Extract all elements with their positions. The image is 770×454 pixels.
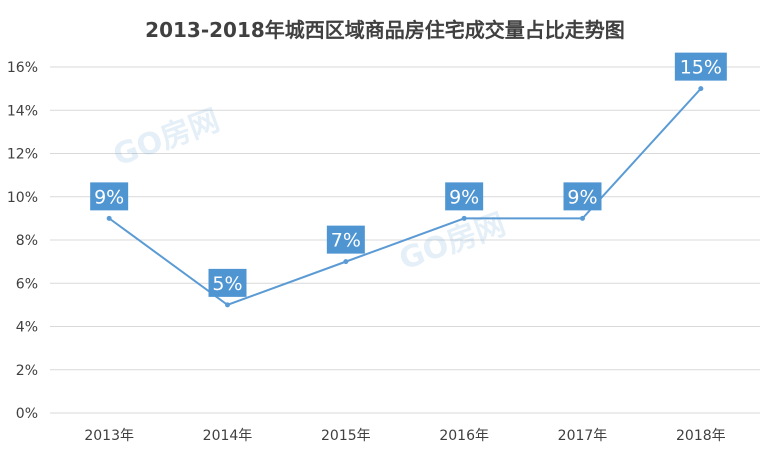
x-tick-label: 2014年 [203,428,253,444]
y-tick-label: 10% [7,190,38,206]
y-tick-label: 6% [16,276,38,292]
x-tick-label: 2016年 [439,428,489,444]
series-layer [106,86,704,308]
series-line [108,87,702,306]
x-tick-label: 2018年 [676,428,726,444]
data-label-box [674,52,727,81]
data-point [580,215,585,221]
data-label-box [90,182,129,211]
data-label-text: 9% [567,186,597,208]
data-point [225,302,230,308]
y-tick-label: 4% [16,320,38,336]
watermark: GO房网 [109,103,224,174]
data-label-text: 9% [449,186,479,208]
data-point [698,86,704,92]
data-label: 5% [208,268,247,297]
x-tick-label: 2013年 [84,428,134,444]
data-label: 9% [445,182,484,211]
y-tick-label: 2% [16,363,38,379]
data-label-text: 7% [331,230,361,252]
data-label: 9% [90,182,129,211]
data-point [106,215,112,221]
data-labels: 9% 5% 7% 9% 9% 15% [90,52,727,297]
x-tick-label: 2017年 [558,428,608,444]
x-axis-ticks: 2013年 2014年 2015年 2016年 2017年 2018年 [84,428,725,444]
data-label: 9% [563,182,602,211]
data-point [461,215,467,221]
y-axis-ticks: 0% 2% 4% 6% 8% 10% 12% 14% 16% [7,60,38,422]
y-tick-label: 14% [7,103,38,119]
data-label-text: 15% [680,57,722,79]
data-label-text: 5% [212,273,242,295]
data-label-box [445,182,484,211]
x-tick-label: 2015年 [321,428,371,444]
data-label: 15% [674,52,727,81]
data-point [343,259,349,265]
data-label-text: 9% [94,186,124,208]
data-label-box [563,182,602,211]
chart-title: 2013-2018年城西区域商品房住宅成交量占比走势图 [145,18,625,42]
data-label-box [208,268,247,297]
data-label-box [326,225,365,254]
data-label: 7% [326,225,365,254]
y-tick-label: 12% [7,147,38,163]
y-tick-label: 0% [16,406,38,422]
y-tick-label: 16% [7,60,38,76]
y-tick-label: 8% [16,233,38,249]
